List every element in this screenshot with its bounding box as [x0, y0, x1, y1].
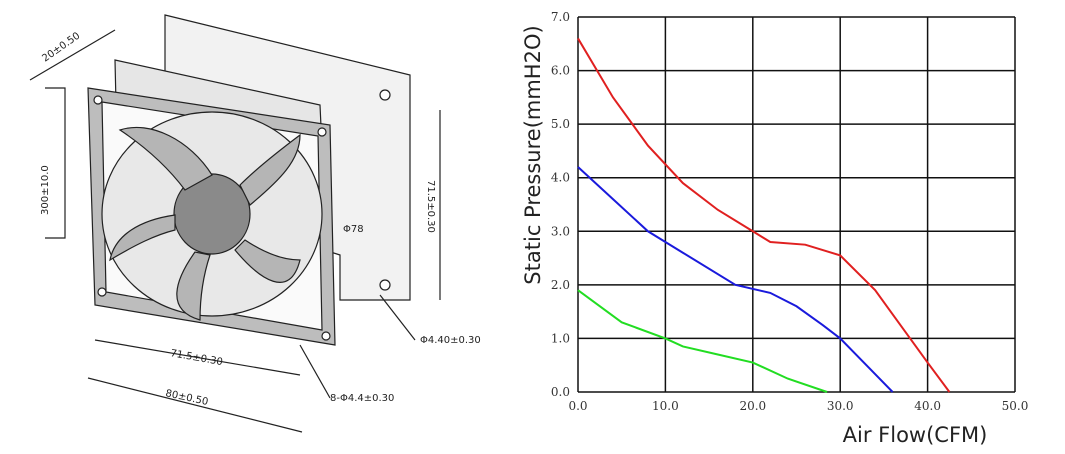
x-tick-label: 20.0 — [739, 399, 766, 413]
dim-label: Φ78 — [343, 224, 364, 235]
y-tick-label: 1.0 — [551, 331, 570, 345]
y-tick-label: 5.0 — [551, 117, 570, 131]
x-tick-label: 50.0 — [1002, 399, 1029, 413]
dim-label: 300±10.0 — [40, 165, 51, 215]
series-line — [577, 37, 951, 393]
dim-label: 8-Φ4.4±0.30 — [330, 393, 394, 404]
y-tick-label: 4.0 — [551, 171, 570, 185]
y-tick-label: 6.0 — [551, 64, 570, 78]
dim-label: 71.5±0.30 — [169, 348, 223, 368]
dim-label: 71.5±0.30 — [425, 180, 436, 233]
x-tick-label: 10.0 — [652, 399, 679, 413]
series-line — [577, 289, 828, 393]
y-tick-label: 2.0 — [551, 278, 570, 292]
series-line — [577, 166, 894, 393]
y-tick-label: 7.0 — [551, 10, 570, 24]
x-tick-label: 30.0 — [827, 399, 854, 413]
y-axis-title: Static Pressure(mmH2O) — [521, 25, 545, 284]
dim-label: 80±0.50 — [164, 388, 209, 408]
fan-drawing — [29, 14, 441, 433]
dim-label: Φ4.40±0.30 — [420, 335, 481, 346]
x-axis-title: Air Flow(CFM) — [843, 423, 988, 447]
dim-label: 20±0.50 — [40, 31, 82, 65]
y-tick-label: 3.0 — [551, 224, 570, 238]
x-tick-label: 40.0 — [914, 399, 941, 413]
x-tick-label: 0.0 — [568, 399, 587, 413]
y-tick-label: 0.0 — [551, 385, 570, 399]
